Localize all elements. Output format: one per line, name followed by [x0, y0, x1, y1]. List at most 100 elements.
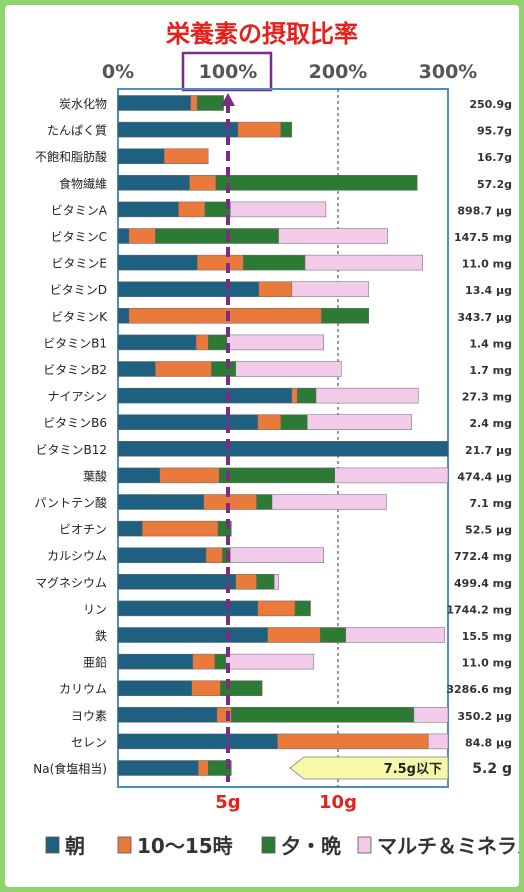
- x-tick-label: 200%: [309, 61, 368, 83]
- bar-segment: [304, 254, 423, 271]
- category-label: ビタミンD: [50, 283, 107, 297]
- bar-segment: [273, 574, 279, 590]
- category-label: 不飽和脂肪酸: [35, 149, 107, 164]
- bar-segment: [117, 308, 130, 324]
- bar-segment: [196, 254, 244, 271]
- bar-segment: [205, 547, 223, 563]
- bar-segment: [190, 95, 198, 111]
- total-label: 16.7g: [477, 151, 512, 164]
- bar-segment: [211, 361, 236, 377]
- bar-segment: [117, 680, 192, 696]
- category-label: 炭水化物: [59, 97, 107, 111]
- category-label: ビタミンB6: [43, 416, 107, 430]
- total-label: 13.4 μg: [465, 284, 512, 297]
- bar-segment: [117, 95, 191, 111]
- bar-segment: [243, 254, 306, 271]
- bar-segment: [256, 494, 273, 510]
- sodium-limit-label: 7.5g以下: [384, 762, 442, 777]
- category-label: ビタミンK: [51, 310, 108, 324]
- chart-title: 栄養素の摂取比率: [165, 20, 358, 48]
- bar-segment: [294, 600, 311, 617]
- total-label: 1744.2 mg: [446, 603, 512, 616]
- bar-segment: [117, 600, 258, 617]
- bar-segment: [117, 547, 207, 563]
- x-tick-label: 0%: [102, 61, 134, 83]
- reference-arrow-icon: [221, 93, 235, 106]
- sodium-limit-callout: [289, 756, 449, 780]
- total-label: 350.2 μg: [457, 710, 512, 723]
- bar-segment: [207, 334, 228, 351]
- total-label: 250.9g: [469, 98, 512, 111]
- bar-segment: [117, 281, 260, 297]
- nutrient-intake-chart: 栄養素の摂取比率 0% 100% 200% 300% 炭水化物 250.9g たんぱく質 95.…: [33, 20, 519, 858]
- total-label: 95.7g: [477, 125, 512, 138]
- bar-segment: [163, 148, 209, 164]
- total-label: 1.4 mg: [469, 337, 512, 350]
- category-label: ビタミンA: [51, 203, 108, 217]
- total-label: 27.3 mg: [462, 391, 512, 404]
- bar-segment: [214, 653, 227, 670]
- category-label: ナイアシン: [47, 390, 107, 404]
- bar-segment: [226, 334, 324, 351]
- bar-segment: [117, 760, 199, 776]
- total-label: 11.0 mg: [462, 657, 512, 670]
- category-label: ビタミンC: [51, 230, 107, 244]
- category-label: ビタミンB1: [43, 336, 107, 350]
- bar-segment: [128, 308, 322, 324]
- category-label: セレン: [71, 735, 107, 749]
- bar-segment: [229, 201, 327, 218]
- bar-segment: [117, 201, 179, 218]
- total-label: 147.5 mg: [454, 231, 512, 244]
- bar-segment: [225, 653, 315, 670]
- total-label: 499.4 mg: [454, 577, 512, 590]
- bar-segment: [117, 148, 165, 164]
- bar-segment: [306, 414, 412, 430]
- bar-segment: [117, 574, 236, 590]
- legend-swatch: [45, 836, 60, 854]
- bar-segment: [117, 707, 218, 723]
- bar-segment: [117, 254, 198, 271]
- total-label: 5.2 g: [472, 761, 512, 777]
- bar-segment: [321, 308, 370, 324]
- bar-segment: [291, 387, 298, 404]
- total-label: 57.2g: [477, 178, 512, 191]
- bar-segment: [413, 707, 449, 723]
- bar-segment: [117, 520, 143, 537]
- bar-segment: [235, 574, 257, 590]
- category-label: マグネシウム: [35, 576, 107, 590]
- salt-axis-label: 5g: [215, 792, 240, 813]
- legend-label: 10～15時: [137, 834, 233, 858]
- bar-segment: [128, 228, 156, 244]
- legend-label: 朝: [65, 834, 85, 858]
- bar-segment: [291, 281, 370, 297]
- total-label: 7.1 mg: [469, 497, 512, 510]
- total-label: 2.4 mg: [469, 417, 512, 430]
- bar-segment: [237, 121, 282, 138]
- bar-segment: [159, 467, 220, 484]
- total-label: 21.7 μg: [465, 444, 512, 457]
- bar-segment: [207, 760, 232, 776]
- total-label: 474.4 μg: [457, 470, 512, 483]
- legend-swatch: [357, 836, 372, 854]
- bar-segment: [271, 494, 387, 510]
- plot-frame: [117, 88, 449, 788]
- bar-segment: [278, 228, 388, 244]
- bar-segment: [117, 228, 130, 244]
- bar-segment: [117, 121, 239, 138]
- bar-segment: [198, 760, 209, 776]
- bar-segment: [427, 733, 449, 750]
- bar-segment: [195, 334, 209, 351]
- bar-segment: [297, 387, 317, 404]
- bar-segment: [117, 494, 205, 510]
- bar-segment: [315, 387, 419, 404]
- total-label: 898.7 μg: [457, 204, 512, 217]
- bar-segment: [320, 627, 346, 643]
- category-label: パントテン酸: [34, 495, 107, 510]
- legend-label: 夕・晩: [281, 834, 341, 858]
- legend-swatch: [261, 836, 276, 854]
- bar-segment: [117, 361, 156, 377]
- bar-segment: [220, 680, 263, 696]
- bar-segment: [257, 600, 296, 617]
- bar-segment: [235, 361, 342, 377]
- bar-segment: [117, 175, 190, 191]
